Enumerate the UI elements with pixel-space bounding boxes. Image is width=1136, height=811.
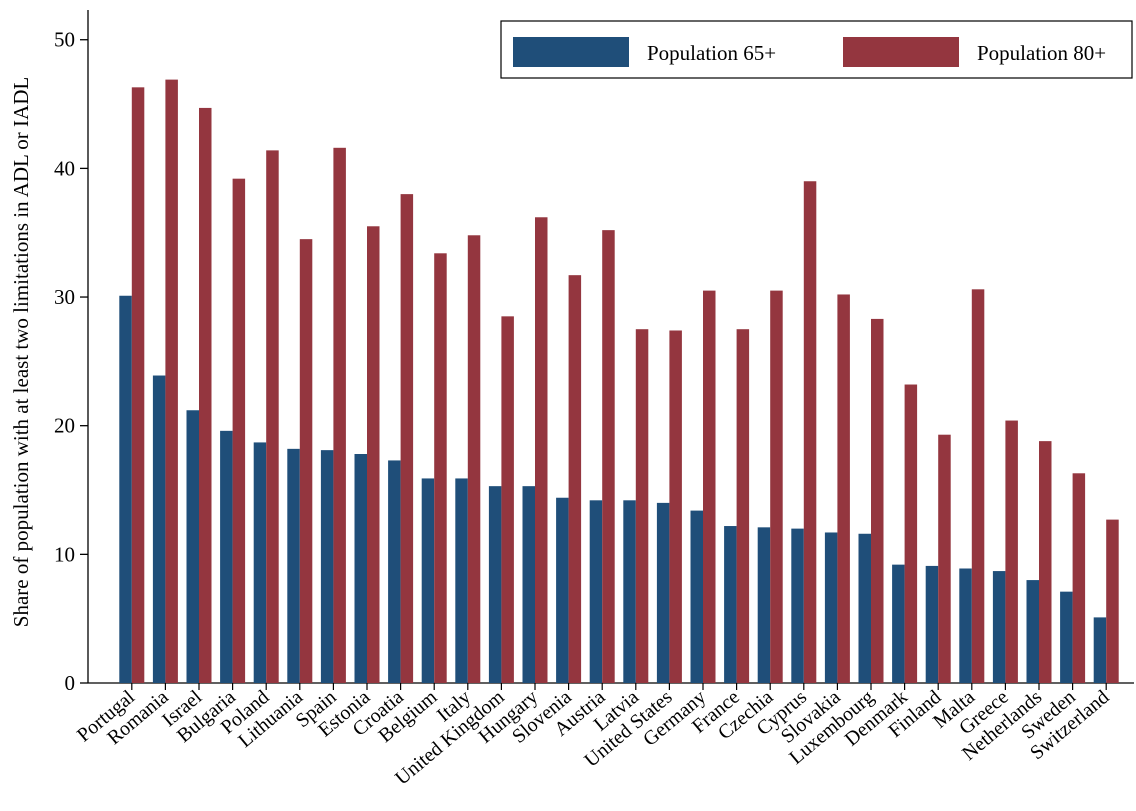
y-tick-label: 0 xyxy=(65,671,76,695)
bar-population-65 xyxy=(522,486,535,683)
bar-population-65 xyxy=(1026,580,1039,683)
bar-population-65 xyxy=(623,500,636,683)
bar-population-65 xyxy=(421,478,435,683)
bar-population-65 xyxy=(589,500,603,683)
bar-population-80 xyxy=(971,289,985,683)
bar-population-80 xyxy=(199,107,212,684)
legend: Population 65+ Population 80+ xyxy=(500,20,1133,79)
bar-population-80 xyxy=(467,235,481,683)
bar-population-65 xyxy=(388,460,401,683)
legend-swatch-population-80 xyxy=(843,37,959,67)
bar-population-65 xyxy=(959,568,972,683)
bar-population-65 xyxy=(455,478,468,683)
legend-label-population-80: Population 80+ xyxy=(977,41,1106,65)
bar-population-80 xyxy=(871,318,884,683)
bar-population-80 xyxy=(232,178,246,683)
bar-population-80 xyxy=(703,290,716,683)
bar-population-65 xyxy=(791,528,804,683)
bar-population-65 xyxy=(656,502,670,683)
bar-population-80 xyxy=(1072,473,1086,683)
y-axis-label: Share of population with at least two li… xyxy=(9,77,33,627)
bar-population-65 xyxy=(354,454,367,683)
bar-population-80 xyxy=(165,79,178,684)
bar-population-65 xyxy=(690,510,703,683)
bar-population-65 xyxy=(724,526,737,683)
bar-population-80 xyxy=(131,87,145,683)
bar-population-65 xyxy=(858,533,871,683)
bar-population-80 xyxy=(803,181,817,683)
bar-population-80 xyxy=(400,194,414,683)
y-tick-label: 40 xyxy=(54,156,75,180)
bar-population-80 xyxy=(1005,420,1018,683)
bar-population-65 xyxy=(186,410,199,683)
bar-population-80 xyxy=(1106,519,1119,683)
y-tick-label: 50 xyxy=(54,28,75,52)
bar-population-80 xyxy=(904,384,918,683)
bar-population-65 xyxy=(488,486,502,683)
bars xyxy=(119,79,1119,684)
bar-population-65 xyxy=(220,430,233,683)
bar-population-65 xyxy=(1093,617,1107,683)
bar-population-65 xyxy=(1060,591,1073,683)
bar-population-65 xyxy=(287,448,300,683)
bar-population-80 xyxy=(1039,441,1052,683)
bar-population-80 xyxy=(299,239,313,683)
bar-population-80 xyxy=(535,217,548,683)
bar-population-65 xyxy=(925,565,939,683)
legend-swatch-population-65 xyxy=(513,37,629,67)
bar-population-80 xyxy=(367,226,380,683)
x-tick-labels: PortugalRomaniaIsraelBulgariaPolandLithu… xyxy=(73,686,1113,790)
bar-population-80 xyxy=(333,147,346,684)
bar-population-80 xyxy=(938,434,951,683)
bar-population-80 xyxy=(837,294,850,683)
y-tick-label: 20 xyxy=(54,414,75,438)
bar-population-80 xyxy=(635,329,649,683)
bar-population-80 xyxy=(434,253,447,684)
bar-population-65 xyxy=(824,532,838,683)
bar-population-80 xyxy=(736,329,750,683)
y-tick-label: 10 xyxy=(54,542,75,566)
y-tick-label: 30 xyxy=(54,285,75,309)
bar-population-65 xyxy=(152,375,166,683)
bar-population-80 xyxy=(770,290,783,683)
bar-population-65 xyxy=(253,442,267,683)
bar-population-80 xyxy=(568,275,582,683)
bar-population-65 xyxy=(892,564,905,683)
bar-population-80 xyxy=(266,150,279,683)
bar-population-80 xyxy=(501,316,514,683)
bar-population-80 xyxy=(602,230,615,683)
bar-population-65 xyxy=(757,527,771,683)
bar-population-80 xyxy=(669,330,682,683)
bar-population-65 xyxy=(320,450,334,683)
bar-population-65 xyxy=(556,497,569,683)
bar-population-65 xyxy=(992,571,1006,683)
legend-label-population-65: Population 65+ xyxy=(647,41,776,65)
bar-population-65 xyxy=(119,295,132,683)
